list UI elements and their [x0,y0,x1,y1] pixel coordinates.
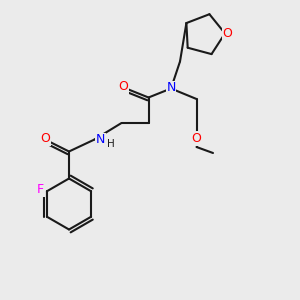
Text: H: H [107,139,115,149]
Text: O: O [192,132,201,145]
Text: N: N [96,133,105,146]
Text: N: N [166,81,176,94]
Text: O: O [222,27,232,40]
Text: O: O [41,132,50,145]
Text: O: O [119,80,128,94]
Text: F: F [37,183,44,196]
